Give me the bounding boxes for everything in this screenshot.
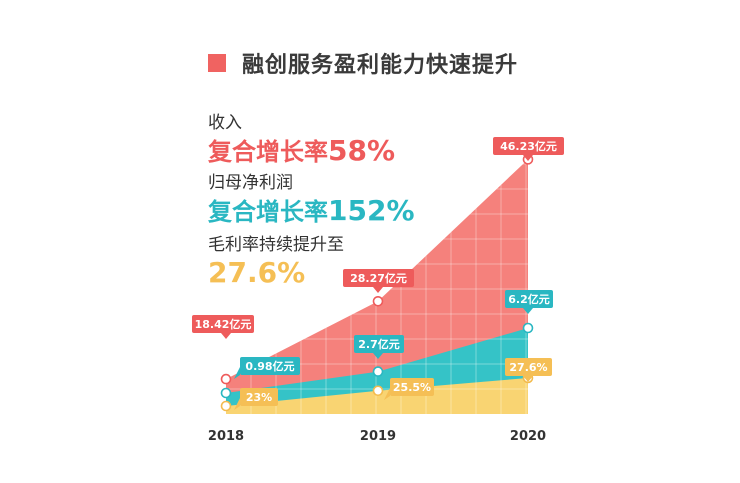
revenue-point-2019 [372, 295, 384, 307]
profit-point-2020 [522, 322, 534, 334]
margin-callout-label: 25.5% [393, 381, 431, 394]
stat-revenue: 收入 复合增长率58% [208, 112, 395, 167]
profit-callout-label: 6.2亿元 [508, 292, 550, 306]
margin-area [226, 377, 528, 414]
x-tick-2018: 2018 [208, 429, 244, 444]
stat-margin-value: 27.6% [208, 258, 344, 289]
profit-point-2019 [372, 366, 384, 377]
profit-callout-2020: 6.2亿元 [505, 290, 553, 314]
stat-margin-label: 毛利率持续提升至 [208, 235, 344, 255]
stat-profit: 归母净利润 复合增长率152% [208, 172, 415, 227]
margin-callout-label: 27.6% [509, 361, 547, 374]
profit-callout-label: 0.98亿元 [245, 359, 294, 373]
profit-callout-label: 2.7亿元 [358, 337, 400, 351]
stat-revenue-label: 收入 [208, 113, 242, 133]
chart-title: 融创服务盈利能力快速提升 [242, 53, 519, 78]
stat-profit-prefix: 复合增长率 [208, 198, 328, 226]
stat-margin: 毛利率持续提升至 27.6% [208, 234, 344, 289]
margin-callout-label: 23% [246, 391, 272, 404]
profit-callout-2019: 2.7亿元 [354, 335, 404, 359]
margin-point-2019 [372, 385, 384, 397]
revenue-callout-label: 18.42亿元 [195, 317, 252, 331]
revenue-callout-2020: 46.23亿元 [493, 137, 564, 161]
revenue-callout-label: 46.23亿元 [500, 139, 557, 153]
stat-profit-number: 152% [328, 194, 415, 227]
stat-revenue-number: 58% [328, 134, 396, 167]
stat-revenue-value: 复合增长率58% [208, 136, 395, 167]
x-tick-2020: 2020 [510, 429, 546, 444]
stat-margin-number: 27.6% [208, 256, 306, 289]
revenue-callout-label: 28.27亿元 [350, 271, 407, 285]
x-tick-2019: 2019 [360, 429, 396, 444]
profit-point-2018 [220, 387, 232, 399]
revenue-point-2018 [220, 373, 232, 385]
margin-callout-2019: 25.5% [384, 378, 434, 400]
margin-point-2018 [220, 400, 232, 412]
stat-profit-value: 复合增长率152% [208, 196, 415, 227]
margin-callout-2020: 27.6% [505, 358, 552, 382]
stat-revenue-prefix: 复合增长率 [208, 138, 328, 166]
title-marker-square [208, 54, 226, 72]
profit-callout-2018: 0.98亿元 [234, 357, 300, 379]
stat-profit-label: 归母净利润 [208, 173, 293, 193]
margin-callout-2018: 23% [234, 388, 278, 410]
revenue-callout-2018: 18.42亿元 [192, 315, 254, 339]
chart-title-group: 融创服务盈利能力快速提升 [208, 48, 518, 78]
revenue-callout-2019: 28.27亿元 [343, 269, 414, 293]
